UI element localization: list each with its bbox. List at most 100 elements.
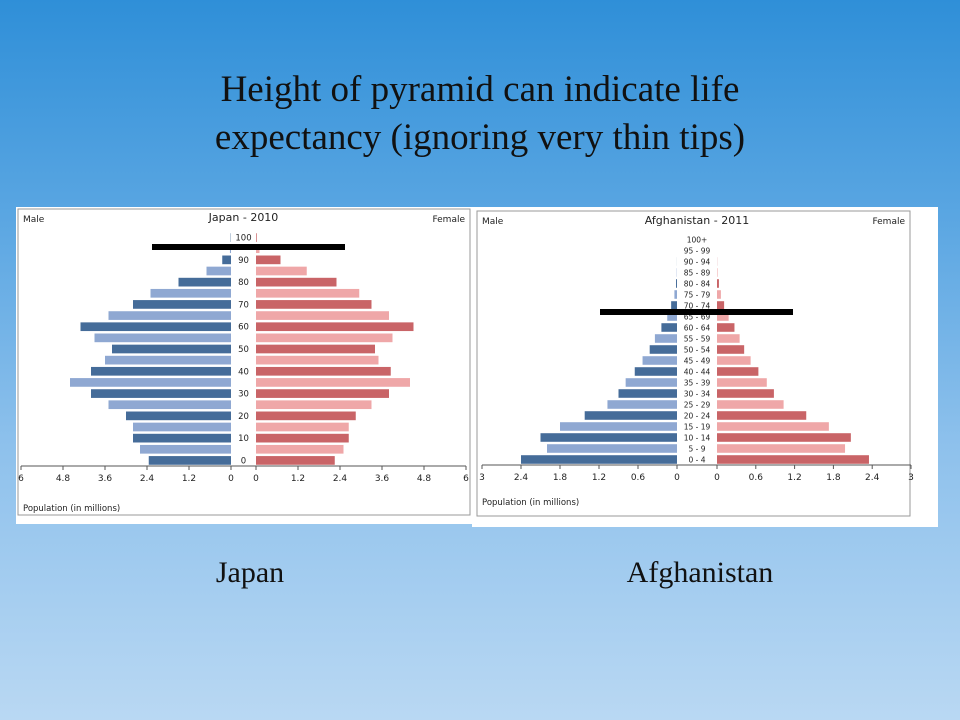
x-tick-label: 3 [479, 473, 485, 483]
female-bar [256, 233, 257, 242]
female-bar [256, 400, 372, 410]
afghanistan-pyramid-chart: Male Female Afghanistan - 2011 0 - 4 5 - 9 10… [476, 210, 914, 517]
male-bar [150, 288, 231, 298]
female-bar [256, 422, 349, 432]
male-bar [126, 411, 231, 421]
female-bar [717, 356, 751, 365]
age-label: 0 [241, 456, 246, 466]
x-tick-label: 0 [253, 474, 259, 484]
male-bar [178, 277, 231, 287]
female-bar [256, 255, 281, 265]
age-label: 95 - 99 [684, 247, 711, 256]
male-bar [112, 344, 231, 354]
female-bar [717, 312, 729, 321]
slide-title: Height of pyramid can indicate life expe… [80, 66, 880, 162]
male-bar [133, 300, 231, 309]
afghanistan-life-expectancy-marker [600, 309, 793, 315]
age-label: 100+ [687, 236, 708, 245]
x-tick-label: 0 [228, 474, 234, 484]
male-bar [140, 444, 231, 454]
age-label: 80 - 84 [684, 280, 711, 289]
x-tick-label: 4.8 [56, 474, 71, 484]
female-bar [256, 389, 389, 398]
x-axis-label: Population (in millions) [23, 504, 120, 514]
male-bar [540, 433, 677, 442]
female-bar [717, 411, 807, 420]
female-bar [256, 333, 393, 343]
female-bar [717, 455, 869, 464]
female-bar [256, 456, 335, 465]
age-label: 30 - 34 [684, 390, 711, 399]
age-label: 0 - 4 [688, 456, 705, 465]
age-label: 45 - 49 [684, 357, 711, 366]
age-label: 60 [238, 323, 249, 333]
x-axis-label: Population (in millions) [482, 498, 579, 508]
female-bar [256, 300, 372, 309]
age-label: 75 - 79 [684, 291, 711, 300]
male-bar [649, 345, 677, 354]
female-bar [717, 334, 740, 343]
male-bar [133, 422, 231, 432]
male-bar [94, 333, 231, 343]
male-label: Male [482, 217, 504, 227]
male-bar [91, 366, 231, 376]
male-bar [222, 255, 231, 265]
x-tick-label: 1.2 [787, 473, 801, 483]
male-bar [521, 455, 677, 464]
female-bar [717, 279, 719, 288]
age-label: 10 [238, 434, 249, 444]
male-bar [618, 389, 677, 398]
age-label: 10 - 14 [684, 434, 711, 443]
age-label: 80 [238, 278, 249, 288]
female-label: Female [872, 217, 905, 227]
x-tick-label: 1.8 [553, 473, 568, 483]
male-bar [607, 400, 677, 409]
female-bar [256, 266, 307, 276]
x-tick-label: 4.8 [417, 474, 432, 484]
female-bar [256, 311, 389, 320]
x-tick-label: 1.2 [592, 473, 606, 483]
x-tick-label: 2.4 [514, 473, 529, 483]
female-bar [717, 345, 745, 354]
age-label: 60 - 64 [684, 324, 711, 333]
female-label: Female [432, 215, 465, 225]
female-bar [717, 433, 851, 442]
x-tick-label: 0.6 [631, 473, 646, 483]
age-label: 20 [238, 412, 249, 422]
male-bar [676, 279, 677, 288]
female-bar [717, 290, 721, 299]
male-bar [634, 367, 677, 376]
x-tick-label: 1.2 [291, 474, 305, 484]
x-tick-label: 0 [674, 473, 680, 483]
x-tick-label: 6 [463, 474, 469, 484]
male-label: Male [23, 215, 45, 225]
age-label: 40 - 44 [684, 368, 711, 377]
chart-frame [17, 208, 471, 516]
male-bar [108, 311, 231, 320]
age-label: 25 - 29 [684, 401, 711, 410]
female-bar [717, 400, 784, 409]
age-label: 65 - 69 [684, 313, 711, 322]
x-tick-label: 0 [714, 473, 720, 483]
female-bar [717, 444, 846, 453]
age-label: 20 - 24 [684, 412, 711, 421]
male-bar [671, 301, 677, 310]
female-bar [256, 288, 360, 298]
x-tick-label: 3.6 [375, 474, 390, 484]
male-bar [584, 411, 677, 420]
male-bar [654, 334, 677, 343]
age-label: 50 [238, 345, 249, 355]
male-bar [105, 355, 231, 365]
female-bar [256, 444, 344, 454]
age-label: 90 - 94 [684, 258, 711, 267]
female-bar [256, 378, 410, 387]
x-tick-label: 1.2 [182, 474, 196, 484]
female-bar [256, 366, 391, 376]
female-bar [717, 301, 725, 310]
age-label: 70 [238, 300, 249, 310]
female-bar [256, 433, 349, 443]
x-tick-label: 0.6 [749, 473, 764, 483]
chart-frame [476, 210, 911, 517]
age-label: 30 [238, 390, 249, 400]
